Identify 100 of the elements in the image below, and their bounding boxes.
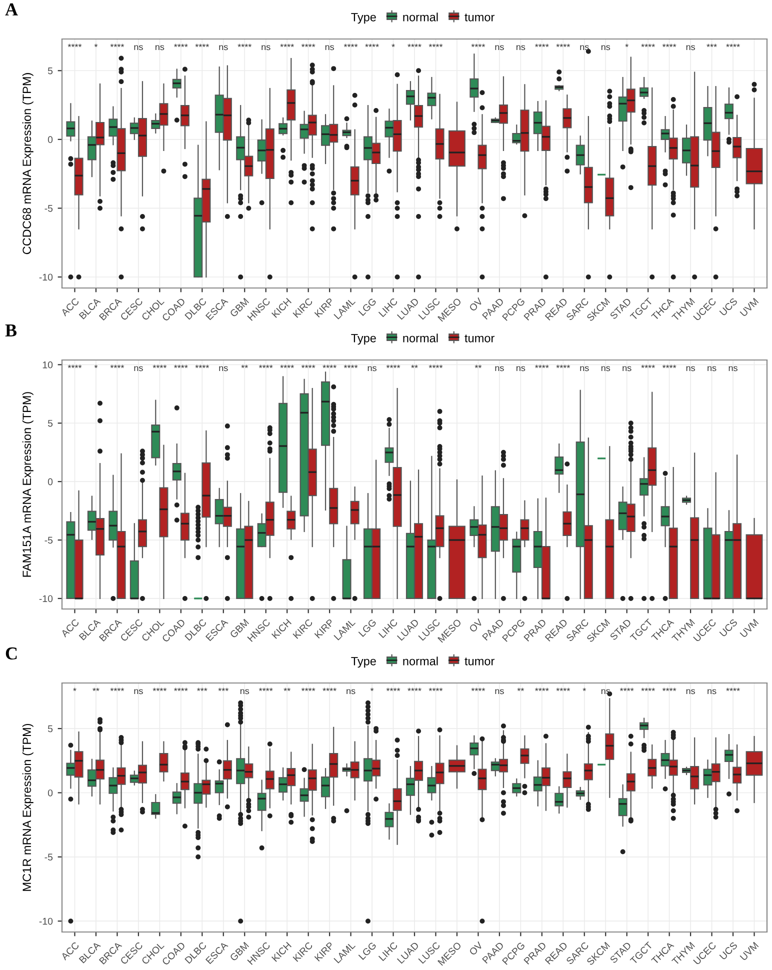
- y-tick-label: -10: [39, 595, 53, 602]
- y-tick-label: 5: [48, 67, 53, 74]
- annotation: ***: [218, 688, 229, 692]
- annotation: ns: [156, 45, 164, 50]
- annotation: ns: [686, 366, 695, 372]
- annotation: ****: [301, 44, 316, 48]
- annotation: *: [94, 364, 98, 368]
- annotation: *: [370, 688, 374, 692]
- annotation: ****: [386, 364, 400, 368]
- y-tick-label: -10: [39, 274, 53, 281]
- annotation: ****: [110, 44, 124, 48]
- annotation: ns: [240, 689, 250, 694]
- annotation: ****: [556, 688, 570, 692]
- legend-label: tumor: [464, 14, 494, 22]
- annotation: ****: [641, 44, 655, 48]
- y-tick-label: 0: [48, 478, 53, 486]
- annotation: ***: [197, 688, 208, 692]
- annotation: ns: [580, 366, 589, 372]
- y-tick-label: -10: [39, 918, 53, 925]
- annotation: ns: [325, 45, 334, 50]
- annotation: ns: [601, 45, 610, 50]
- annotation: ****: [408, 688, 422, 692]
- annotation: ****: [408, 44, 422, 48]
- annotation: ****: [662, 364, 676, 368]
- chart-title: A: [5, 3, 18, 16]
- annotation: ****: [110, 688, 124, 692]
- annotation: ns: [495, 366, 504, 372]
- y-tick-label: 0: [48, 789, 53, 796]
- annotation: ****: [322, 364, 336, 368]
- annotation: ****: [174, 688, 188, 692]
- annotation: ****: [110, 364, 124, 368]
- annotation: ns: [728, 366, 738, 372]
- annotation: ****: [535, 44, 549, 48]
- y-tick-label: -5: [44, 536, 53, 544]
- annotation: ns: [134, 45, 143, 50]
- annotation: ns: [622, 366, 632, 372]
- annotation: ****: [535, 364, 549, 368]
- annotation: ****: [322, 688, 336, 692]
- annotation: ns: [601, 366, 610, 372]
- annotation: ****: [238, 44, 252, 48]
- annotation: ****: [174, 44, 188, 48]
- annotation: ****: [174, 364, 188, 368]
- annotation: ns: [686, 689, 695, 694]
- annotation: ****: [726, 688, 740, 692]
- legend-title: Type: [351, 657, 376, 668]
- annotation: ****: [471, 44, 486, 48]
- annotation: ****: [620, 688, 634, 692]
- annotation: ****: [344, 44, 358, 48]
- annotation: *: [94, 44, 98, 48]
- annotation: ****: [280, 364, 294, 368]
- x-tick-label: OV: [468, 618, 484, 633]
- annotation: ****: [662, 44, 676, 48]
- annotation: ns: [134, 366, 143, 372]
- legend-title: Type: [351, 334, 376, 345]
- annotation: ns: [219, 366, 228, 372]
- annotation: *: [582, 688, 586, 692]
- annotation: **: [284, 688, 290, 692]
- annotation: ns: [516, 366, 526, 372]
- annotation: ns: [708, 689, 716, 694]
- y-tick-label: 5: [48, 725, 53, 732]
- y-axis-title: CCDC68 mRNA Expression (TPM): [22, 73, 34, 254]
- legend-label: tumor: [464, 334, 494, 342]
- annotation: **: [92, 688, 100, 692]
- annotation: ns: [601, 689, 610, 694]
- annotation: ***: [706, 44, 717, 48]
- annotation: ****: [641, 364, 655, 368]
- y-tick-label: -5: [44, 205, 53, 212]
- chart-title: B: [5, 324, 17, 336]
- annotation: **: [411, 364, 418, 368]
- annotation: ns: [346, 689, 356, 694]
- annotation: ****: [535, 688, 549, 692]
- annotation: *: [625, 44, 628, 48]
- chart-title: C: [6, 647, 17, 660]
- annotation: ****: [726, 44, 740, 48]
- annotation: ****: [428, 44, 443, 48]
- y-tick-label: -5: [44, 854, 53, 861]
- y-axis-title: FAM151A mRNA Expression (TPM): [22, 392, 34, 577]
- annotation: ****: [386, 688, 400, 692]
- annotation: **: [517, 688, 524, 692]
- annotation: ns: [219, 45, 228, 50]
- annotation: ****: [258, 364, 273, 368]
- annotation: ****: [365, 44, 379, 48]
- annotation: **: [474, 364, 482, 368]
- annotation: ****: [662, 688, 676, 692]
- x-tick-label: OV: [468, 941, 484, 956]
- annotation: *: [392, 44, 395, 48]
- annotation: ****: [428, 364, 443, 368]
- annotation: ns: [368, 366, 376, 372]
- legend-label: normal: [403, 12, 438, 22]
- annotation: ****: [280, 44, 294, 48]
- y-axis-title: MC1R mRNA Expression (TPM): [22, 724, 34, 891]
- legend-label: normal: [403, 656, 438, 666]
- annotation: ****: [556, 44, 570, 48]
- annotation: ****: [68, 364, 82, 368]
- annotation: ns: [516, 45, 526, 50]
- annotation: ****: [152, 688, 167, 692]
- annotation: ns: [134, 689, 143, 694]
- y-tick-label: 5: [48, 420, 53, 427]
- annotation: ****: [195, 364, 210, 368]
- annotation: ****: [471, 688, 486, 692]
